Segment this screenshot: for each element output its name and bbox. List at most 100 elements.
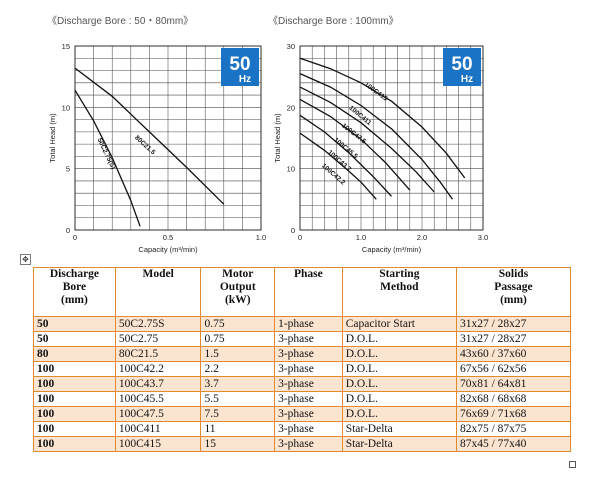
curve-100C43.7 (299, 114, 392, 197)
badge-value: 50 (229, 54, 250, 75)
cell-phase: 3-phase (274, 361, 343, 377)
cell-motor-output: 3.7 (200, 376, 276, 392)
chart1-plot: 0 0.5 1.0 0 5 10 15 Capacity (m³/min) Total Head… (48, 42, 266, 254)
curve-label-100C415: 100C415 (363, 81, 389, 103)
x-tick-label: 3.0 (478, 233, 488, 242)
y-tick-label: 15 (62, 42, 70, 51)
x-tick-label: 0 (73, 233, 77, 242)
y-axis-label: Total Head (m) (48, 113, 57, 163)
cell-starting-method: D.O.L. (341, 361, 457, 377)
cell-solids-passage: 43x60 / 37x60 (455, 346, 572, 362)
table-row: 100 100C43.7 3.7 3-phase D.O.L. 70x81 / 64x81 (33, 376, 572, 392)
cell-solids-passage: 31x27 / 28x27 (455, 316, 572, 332)
chart2-plot: 0 1.0 2.0 3.0 0 10 20 30 Capacity (m³/min) Total … (273, 42, 488, 254)
table-row: 100 100C42.2 2.2 3-phase D.O.L. 67x56 / 62x56 (33, 361, 572, 377)
cell-solids-passage: 87x45 / 77x40 (455, 436, 572, 452)
cell-model: 80C21.5 (114, 346, 202, 362)
cell-motor-output: 1.5 (200, 346, 276, 362)
y-tick-label: 0 (291, 226, 295, 235)
table-resize-handle[interactable] (569, 461, 576, 468)
cell-solids-passage: 76x69 / 71x68 (455, 406, 572, 422)
header-motor-output: Motor Output (kW) (200, 267, 276, 317)
cell-model: 100C47.5 (114, 406, 202, 422)
curve-label-80C21.5: 80C21.5 (133, 134, 156, 156)
cell-model: 100C411 (114, 421, 202, 437)
x-tick-label: 0.5 (163, 233, 173, 242)
x-tick-label: 1.0 (256, 233, 266, 242)
cell-solids-passage: 70x81 / 64x81 (455, 376, 572, 392)
table-row: 80 80C21.5 1.5 3-phase D.O.L. 43x60 / 37x60 (33, 346, 572, 362)
cell-motor-output: 0.75 (200, 331, 276, 347)
cell-model: 100C45.5 (114, 391, 202, 407)
frequency-badge (443, 48, 481, 86)
cell-motor-output: 7.5 (200, 406, 276, 422)
cell-discharge-bore: 100 (33, 361, 116, 377)
y-tick-label: 30 (287, 42, 295, 51)
cell-discharge-bore: 100 (33, 436, 116, 452)
curve-100C45.5 (299, 98, 411, 191)
x-tick-label: 2.0 (417, 233, 427, 242)
curve-100C411 (299, 73, 454, 200)
header-discharge-bore: Discharge Bore (mm) (33, 267, 116, 317)
header-model: Model (114, 267, 202, 317)
badge-value: 50 (451, 54, 472, 75)
cell-discharge-bore: 100 (33, 421, 116, 437)
cell-discharge-bore: 100 (33, 406, 116, 422)
cell-model: 50C2.75 (114, 331, 202, 347)
x-tick-label: 1.0 (356, 233, 366, 242)
header-phase: Phase (274, 267, 343, 317)
chart1-title: 《Discharge Bore : 50・80mm》 (47, 16, 194, 27)
cell-starting-method: D.O.L. (341, 346, 457, 362)
cell-starting-method: Capacitor Start (341, 316, 457, 332)
header-solids-passage: Solids Passage (mm) (455, 267, 572, 317)
cell-phase: 3-phase (274, 406, 343, 422)
cell-solids-passage: 67x56 / 62x56 (455, 361, 572, 377)
table-row: 50 50C2.75S 0.75 1-phase Capacitor Start 31x2… (33, 316, 572, 332)
cell-phase: 3-phase (274, 391, 343, 407)
cell-solids-passage: 82x68 / 68x68 (455, 391, 572, 407)
table-row: 100 100C47.5 7.5 3-phase D.O.L. 76x69 / 71x68 (33, 406, 572, 422)
chart2-frame (299, 45, 484, 231)
table-row: 100 100C45.5 5.5 3-phase D.O.L. 82x68 / 68x68 (33, 391, 572, 407)
move-anchor-icon[interactable]: ✥ (20, 254, 31, 265)
table-row: 100 100C411 11 3-phase Star-Delta 82x75 / 87x… (33, 421, 572, 437)
x-tick-label: 0 (298, 233, 302, 242)
y-axis-label: Total Head (m) (273, 113, 282, 163)
cell-phase: 3-phase (274, 346, 343, 362)
chart2-title: 《Discharge Bore : 100mm》 (268, 16, 399, 27)
cell-discharge-bore: 50 (33, 331, 116, 347)
curve-100C42.2 (299, 132, 377, 200)
cell-motor-output: 5.5 (200, 391, 276, 407)
table-header-row: Discharge Bore (mm) Model Motor Output (kW) Pha… (33, 267, 572, 317)
cell-phase: 1-phase (274, 316, 343, 332)
curve-50C2.75(S) (74, 89, 141, 227)
cell-discharge-bore: 50 (33, 316, 116, 332)
curve-100C415 (299, 57, 466, 179)
cell-motor-output: 15 (200, 436, 276, 452)
cell-solids-passage: 82x75 / 87x75 (455, 421, 572, 437)
cell-discharge-bore: 80 (33, 346, 116, 362)
cell-model: 100C415 (114, 436, 202, 452)
curve-80C21.5 (74, 67, 225, 205)
cell-solids-passage: 31x27 / 28x27 (455, 331, 572, 347)
cell-starting-method: Star-Delta (341, 421, 457, 437)
table-row: 50 50C2.75 0.75 3-phase D.O.L. 31x27 / 28x27 (33, 331, 572, 347)
table-body: 50 50C2.75S 0.75 1-phase Capacitor Start 31x2… (33, 316, 572, 452)
spec-table: Discharge Bore (mm) Model Motor Output (kW) Pha… (33, 267, 572, 452)
curve-100C47.5 (299, 86, 435, 193)
y-tick-label: 0 (66, 226, 70, 235)
cell-motor-output: 11 (200, 421, 276, 437)
cell-starting-method: D.O.L. (341, 391, 457, 407)
y-tick-label: 20 (287, 103, 295, 112)
header-starting-method: Starting Method (341, 267, 457, 317)
cell-motor-output: 2.2 (200, 361, 276, 377)
y-tick-label: 5 (66, 165, 70, 174)
cell-starting-method: Star-Delta (341, 436, 457, 452)
chart1-frame (74, 45, 262, 231)
badge-unit: Hz (239, 74, 251, 85)
frequency-badge (221, 48, 259, 86)
y-tick-label: 10 (62, 103, 70, 112)
cell-starting-method: D.O.L. (341, 406, 457, 422)
cell-phase: 3-phase (274, 436, 343, 452)
cell-phase: 3-phase (274, 376, 343, 392)
